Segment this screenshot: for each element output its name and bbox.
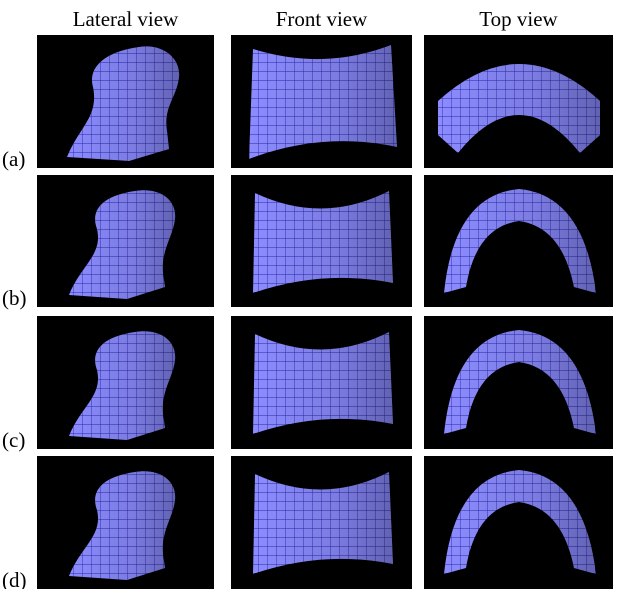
panel [424, 316, 613, 449]
column-header: Lateral view [73, 7, 179, 31]
row-label: (a) [2, 147, 25, 171]
figure: Lateral view Front view Top view (a) (b) (c) (… [0, 0, 619, 589]
panel [37, 35, 214, 168]
row-label: (b) [2, 286, 27, 310]
row-label: (c) [2, 428, 25, 452]
panel [231, 456, 412, 589]
row-label: (d) [2, 568, 27, 589]
panel [424, 35, 613, 168]
panel [37, 456, 214, 589]
panel [231, 316, 412, 449]
panel [231, 175, 412, 307]
mesh-shading [249, 45, 397, 159]
panel [231, 35, 412, 168]
panel [37, 175, 214, 307]
column-header: Top view [479, 7, 558, 31]
panel [424, 456, 613, 589]
panel [37, 316, 214, 449]
panel [424, 175, 613, 307]
column-header: Front view [276, 7, 368, 31]
